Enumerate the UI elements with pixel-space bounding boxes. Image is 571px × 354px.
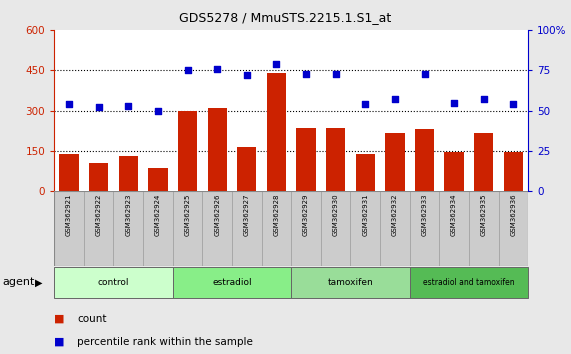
Bar (148, 169, 167, 191)
Text: GSM362925: GSM362925 (184, 193, 191, 236)
Bar (356, 154, 375, 191)
Bar (296, 128, 316, 191)
Text: ▶: ▶ (35, 277, 43, 287)
Text: GSM362932: GSM362932 (392, 193, 398, 236)
Bar (504, 152, 523, 191)
Bar (444, 152, 464, 191)
Point (361, 101, 370, 107)
Text: GSM362923: GSM362923 (125, 193, 131, 236)
Point (272, 61, 281, 67)
Bar (119, 156, 138, 191)
Text: GSM362922: GSM362922 (96, 193, 102, 236)
Bar (173, 267, 291, 298)
Point (509, 101, 518, 107)
Point (65, 101, 74, 107)
Bar (267, 73, 286, 191)
Text: GSM362926: GSM362926 (214, 193, 220, 236)
Bar (59, 154, 79, 191)
Point (94, 104, 103, 110)
Text: count: count (77, 314, 107, 324)
Point (124, 103, 133, 109)
Text: ■: ■ (54, 337, 65, 347)
Text: GSM362936: GSM362936 (510, 193, 516, 236)
Text: agent: agent (3, 277, 35, 287)
Text: estradiol and tamoxifen: estradiol and tamoxifen (423, 278, 514, 287)
Bar (415, 130, 434, 191)
Text: percentile rank within the sample: percentile rank within the sample (77, 337, 253, 347)
Point (391, 97, 400, 102)
Point (479, 97, 488, 102)
Point (212, 66, 222, 72)
Text: GSM362928: GSM362928 (274, 193, 279, 236)
Point (331, 71, 340, 76)
Text: GSM362930: GSM362930 (333, 193, 339, 236)
Text: GSM362935: GSM362935 (481, 193, 486, 236)
Bar (385, 133, 404, 191)
Point (242, 72, 251, 78)
Bar (291, 267, 410, 298)
Text: estradiol: estradiol (212, 278, 252, 287)
Bar (237, 147, 256, 191)
Text: GSM362924: GSM362924 (155, 193, 161, 236)
Point (301, 71, 311, 76)
Bar (207, 108, 227, 191)
Point (183, 68, 192, 73)
Text: ■: ■ (54, 314, 65, 324)
Text: GSM362927: GSM362927 (244, 193, 250, 236)
Text: GSM362921: GSM362921 (66, 193, 72, 236)
Bar (326, 128, 345, 191)
Text: GSM362931: GSM362931 (362, 193, 368, 236)
Text: GSM362934: GSM362934 (451, 193, 457, 236)
Text: GDS5278 / MmuSTS.2215.1.S1_at: GDS5278 / MmuSTS.2215.1.S1_at (179, 11, 392, 24)
Bar (54, 267, 173, 298)
Point (420, 71, 429, 76)
Bar (474, 133, 493, 191)
Point (449, 100, 459, 105)
Text: tamoxifen: tamoxifen (328, 278, 373, 287)
Point (154, 108, 163, 113)
Bar (178, 110, 197, 191)
Bar (410, 267, 528, 298)
Text: control: control (98, 278, 129, 287)
Bar (89, 163, 108, 191)
Text: GSM362929: GSM362929 (303, 193, 309, 236)
Text: GSM362933: GSM362933 (421, 193, 428, 236)
